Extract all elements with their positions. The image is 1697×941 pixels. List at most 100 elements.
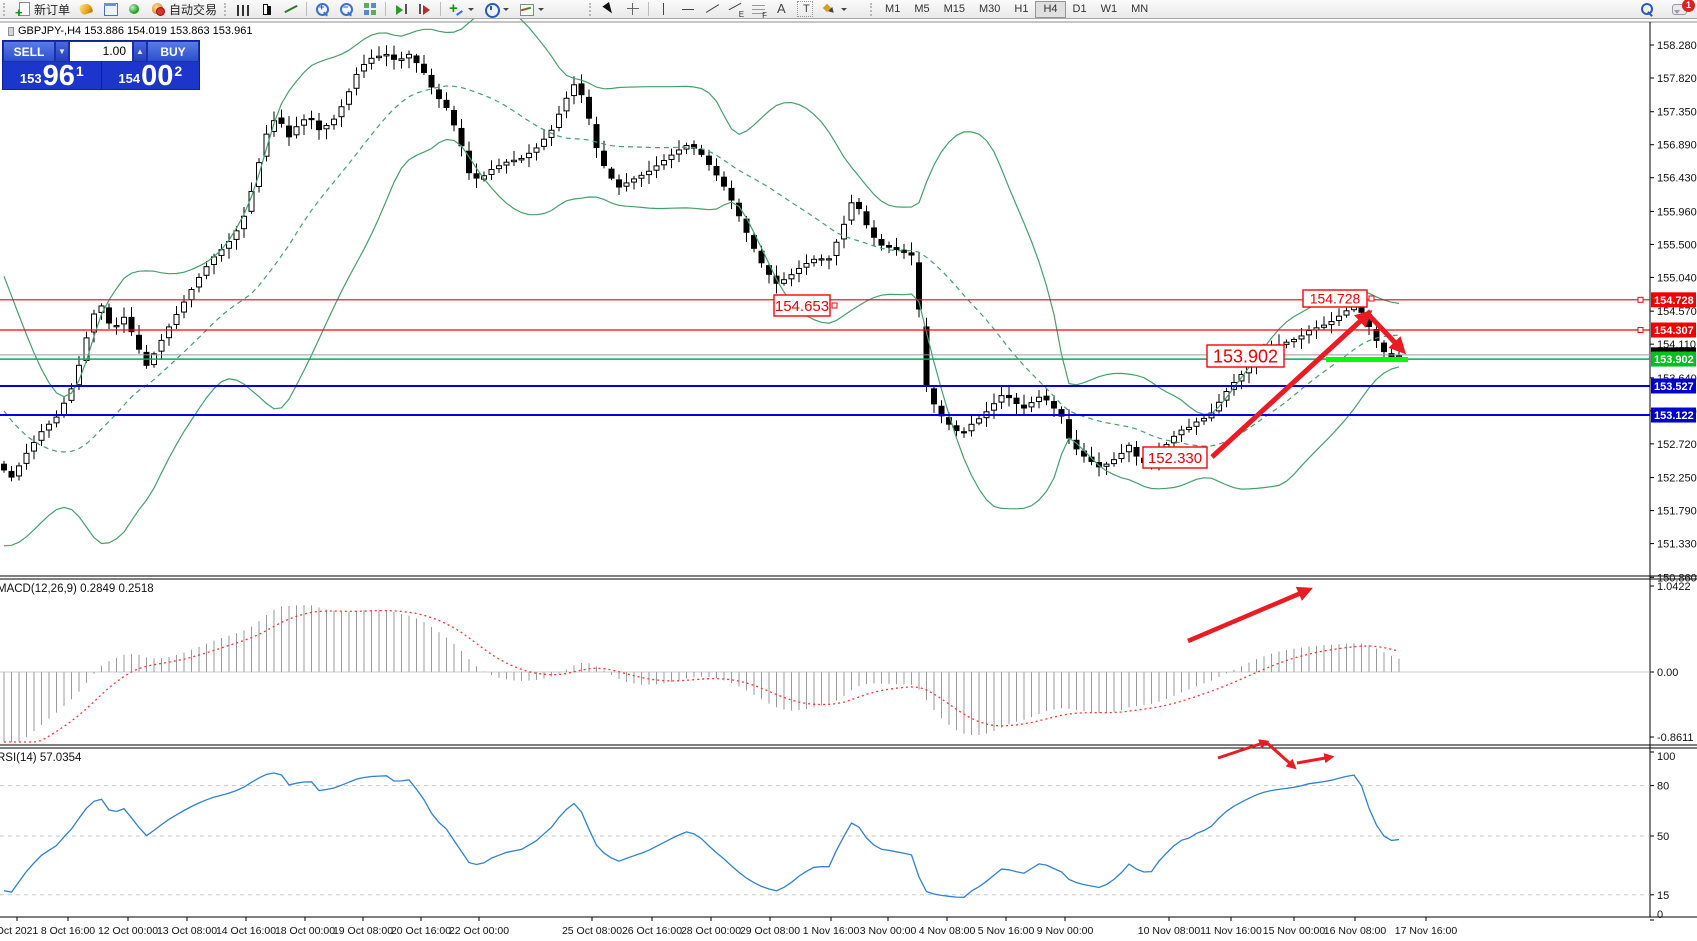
cursor-button[interactable] xyxy=(597,1,621,18)
hline-anchor[interactable] xyxy=(1637,327,1644,334)
candle-up xyxy=(1291,338,1297,343)
horizontal-line-button[interactable] xyxy=(676,1,700,18)
search-button[interactable] xyxy=(1635,1,1659,18)
candle-down xyxy=(1043,395,1050,401)
bar-chart-button[interactable] xyxy=(232,1,255,18)
periods-button[interactable] xyxy=(479,1,514,18)
candle-up xyxy=(1201,417,1207,422)
lot-decrease-button[interactable]: ▼ xyxy=(55,41,69,62)
price-tick-label: 158.280 xyxy=(1657,40,1697,52)
chart-mini-icon xyxy=(8,26,14,36)
hline-anchor[interactable] xyxy=(1637,296,1644,303)
rsi-trend-arrow[interactable] xyxy=(1265,740,1297,770)
timeframe-h4[interactable]: H4 xyxy=(1035,0,1066,18)
timeframe-m5[interactable]: M5 xyxy=(914,2,930,15)
fibonacci-button[interactable] xyxy=(748,1,769,20)
toolbar-grip[interactable] xyxy=(3,2,8,16)
price-label-box[interactable] xyxy=(1142,446,1208,469)
macd-trend-arrow[interactable] xyxy=(1187,586,1313,644)
buy-button[interactable]: BUY xyxy=(147,41,199,62)
signals-button[interactable] xyxy=(122,1,146,18)
candle-up xyxy=(488,169,495,175)
chart-shift-button[interactable] xyxy=(413,1,437,18)
candle-up xyxy=(361,64,367,72)
market-watch-icon xyxy=(102,1,119,17)
rsi-trend-arrow[interactable] xyxy=(1217,739,1270,760)
zoom-in-button[interactable] xyxy=(310,1,334,18)
ask-pip-digit: 2 xyxy=(174,63,183,79)
tile-windows-icon xyxy=(362,1,378,17)
toolbar-grip[interactable] xyxy=(224,2,229,16)
date-label: 10 Nov 08:00 xyxy=(1138,925,1201,937)
sell-button[interactable]: SELL xyxy=(3,41,55,62)
macd-scale-label: 0.00 xyxy=(1657,667,1678,679)
candle-up xyxy=(293,126,300,136)
candle-up xyxy=(1178,429,1185,436)
timeframe-m30[interactable]: M30 xyxy=(979,2,1001,15)
candlestick-chart-button[interactable] xyxy=(255,1,279,18)
bollinger-upper-band[interactable] xyxy=(3,7,1400,416)
shapes-button[interactable] xyxy=(817,1,852,18)
timeframe-w1[interactable]: W1 xyxy=(1100,2,1118,15)
market-watch-button[interactable] xyxy=(98,1,122,18)
timeframe-m15[interactable]: M15 xyxy=(943,2,965,15)
text-label-button[interactable] xyxy=(793,1,817,18)
auto-scroll-button[interactable] xyxy=(389,1,413,18)
price-tick-label: 156.890 xyxy=(1657,140,1697,152)
price-label-box[interactable] xyxy=(1302,289,1368,308)
trend-arrow[interactable] xyxy=(1210,309,1373,459)
date-label: 28 Oct 00:00 xyxy=(681,925,741,937)
rsi-trend-arrow[interactable] xyxy=(1296,753,1335,765)
date-label: 1 Nov 16:00 xyxy=(803,925,860,937)
price-label-153.902: 153.902 xyxy=(1213,346,1278,366)
lot-increase-button[interactable]: ▲ xyxy=(133,41,147,62)
candle-up xyxy=(668,154,675,160)
candle-down xyxy=(1133,446,1140,457)
candle-up xyxy=(166,326,172,339)
support-zone-bar[interactable] xyxy=(1326,357,1408,362)
candle-up xyxy=(1343,310,1350,316)
axis-badge-text: 153.527 xyxy=(1654,381,1694,393)
indicators-button[interactable] xyxy=(444,0,479,18)
vertical-line-button[interactable] xyxy=(652,1,676,18)
date-label: 11 Nov 16:00 xyxy=(1200,925,1262,937)
candle-up xyxy=(631,178,637,183)
timeframe-m1[interactable]: M1 xyxy=(885,2,901,15)
price-label-box[interactable] xyxy=(1206,344,1285,368)
trendline-button[interactable] xyxy=(700,1,724,18)
chart-profile-button[interactable] xyxy=(74,1,98,18)
candle-up xyxy=(1336,315,1342,321)
bid-price[interactable]: 153 96 1 xyxy=(3,62,102,91)
candle-down xyxy=(856,201,862,210)
candle-up xyxy=(203,266,210,276)
timeframe-d1[interactable]: D1 xyxy=(1072,2,1087,15)
candle-up xyxy=(563,97,570,112)
zoom-out-button[interactable] xyxy=(334,1,358,18)
candle-up xyxy=(233,230,240,240)
trend-arrow[interactable] xyxy=(1364,310,1407,355)
crosshair-button[interactable] xyxy=(621,1,645,18)
price-label-box[interactable] xyxy=(773,294,831,317)
lot-size-input[interactable]: 1.00 xyxy=(69,41,133,62)
price-label-154.728: 154.728 xyxy=(1310,291,1361,307)
bollinger-middle-band[interactable] xyxy=(3,85,1400,453)
toolbar-grip[interactable] xyxy=(589,2,594,16)
timeframe-mn[interactable]: MN xyxy=(1131,2,1149,15)
line-chart-button[interactable] xyxy=(279,1,303,18)
ask-price[interactable]: 154 00 2 xyxy=(102,62,200,91)
notifications-button[interactable]: 1 xyxy=(1667,0,1695,18)
channel-button[interactable] xyxy=(724,1,748,19)
auto-trading-button[interactable]: 自动交易 xyxy=(146,1,221,18)
new-order-button[interactable]: 新订单 xyxy=(11,1,74,20)
toolbar-grip[interactable] xyxy=(870,2,875,16)
templates-button[interactable] xyxy=(514,1,549,18)
timeframe-h1[interactable]: H1 xyxy=(1014,2,1029,15)
candle-up xyxy=(653,165,660,171)
tile-windows-button[interactable] xyxy=(358,1,382,18)
price-label-154.653: 154.653 xyxy=(775,298,829,315)
axis-badge-text: 154.728 xyxy=(1654,295,1694,307)
bollinger-lower-band[interactable] xyxy=(3,138,1400,547)
text-button[interactable] xyxy=(769,1,793,18)
